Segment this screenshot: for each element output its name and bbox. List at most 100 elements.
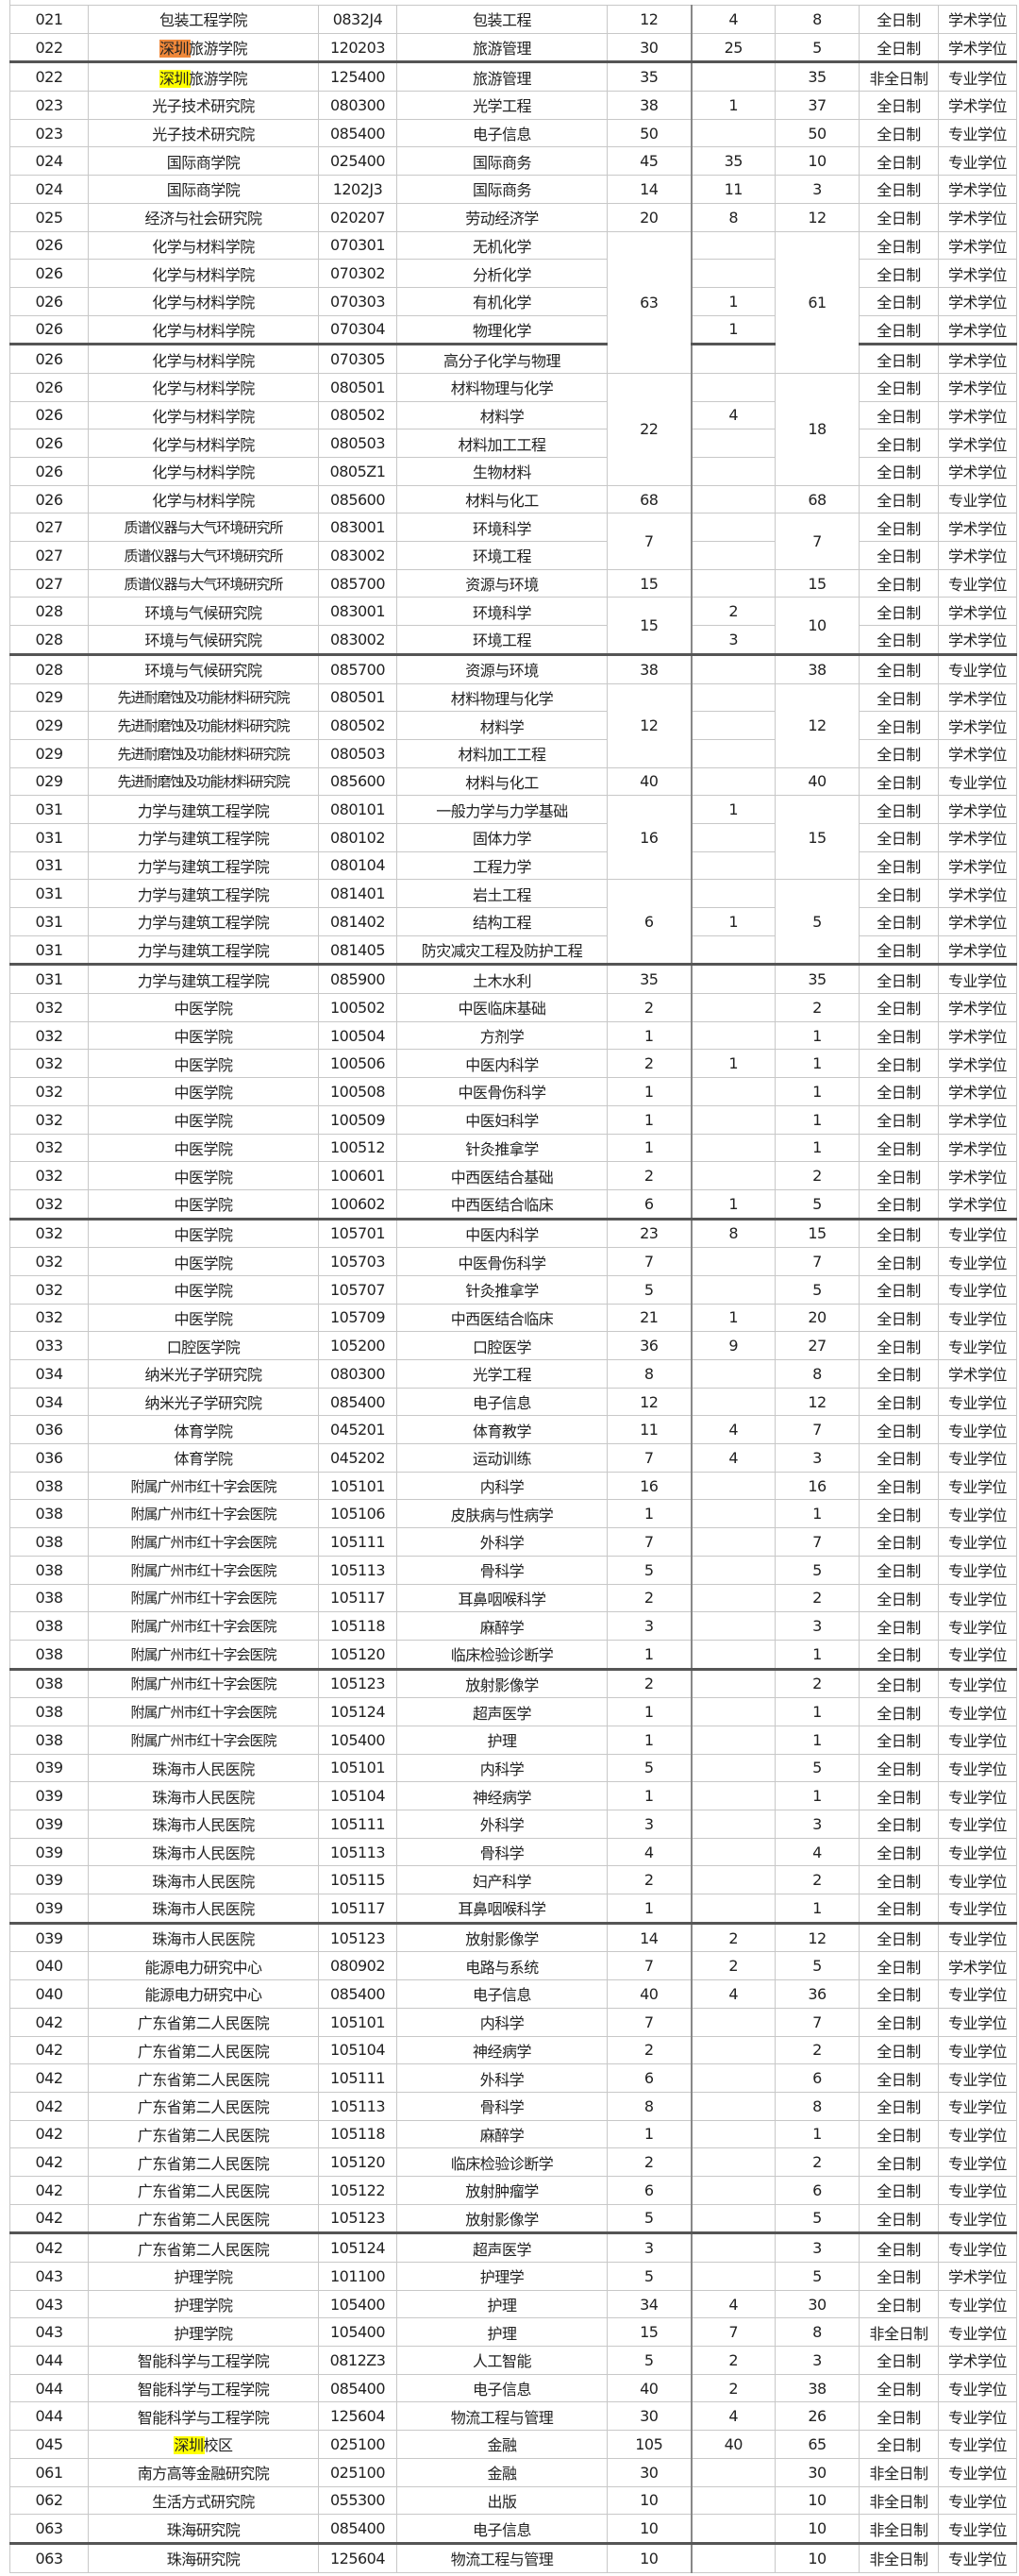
exempt-quota-cell: 40	[691, 2430, 776, 2459]
major-code-cell: 105115	[318, 1865, 397, 1895]
degree-type-cell: 专业学位	[938, 1583, 1017, 1613]
school-code-cell: 038	[9, 1697, 89, 1726]
table-row: 026 化学与材料学院 080502 材料学 4 全日制 学术学位	[9, 400, 1017, 430]
school-name-text: 纳米光子学研究院	[144, 1394, 262, 1413]
exempt-quota-cell	[691, 541, 776, 570]
exam-quota-cell: 2	[775, 1865, 860, 1895]
total-quota-cell: 1	[607, 1133, 693, 1163]
school-name-cell: 深圳旅游学院	[88, 32, 319, 64]
school-name-text: 生活方式研究院	[152, 2492, 255, 2511]
table-row: 031 力学与建筑工程学院 081401 岩土工程 6 5 全日制 学术学位	[9, 879, 1017, 967]
study-mode-cell: 全日制	[859, 91, 939, 120]
school-code-cell: 026	[9, 457, 89, 486]
major-name-cell: 材料与化工	[396, 484, 608, 514]
school-code-cell: 038	[9, 1583, 89, 1613]
exempt-quota-cell	[691, 1583, 776, 1613]
exempt-quota-cell	[691, 850, 776, 881]
school-code-cell: 026	[9, 400, 89, 430]
degree-type-cell: 专业学位	[938, 1274, 1017, 1305]
study-mode-cell: 非全日制	[859, 2514, 939, 2545]
major-name-cell: 中西医结合临床	[396, 1188, 608, 1221]
total-quota-cell: 5	[607, 2203, 693, 2235]
study-mode-cell: 全日制	[859, 993, 939, 1022]
school-name-cell: 中医学院	[88, 993, 319, 1022]
school-name-cell: 广东省第二人民医院	[88, 2232, 319, 2263]
school-code-cell: 026	[9, 429, 89, 458]
degree-type-cell: 学术学位	[938, 1020, 1017, 1051]
major-name-cell: 耳鼻咽喉科学	[396, 1894, 608, 1925]
school-code-cell: 032	[9, 1161, 89, 1190]
school-name-cell: 附属广州市红十字会医院	[88, 1611, 319, 1641]
school-name-text: 珠海研究院	[166, 2520, 241, 2539]
exempt-quota-cell	[691, 1639, 776, 1671]
study-mode-cell: 全日制	[859, 1810, 939, 1839]
school-name-cell: 中医学院	[88, 1077, 319, 1106]
exempt-quota-cell: 2	[691, 2346, 776, 2375]
table-row: 032 中医学院 100504 方剂学 1 1 全日制 学术学位	[9, 1020, 1017, 1051]
major-name-cell: 麻醉学	[396, 1611, 608, 1641]
school-name-cell: 智能科学与工程学院	[88, 2401, 319, 2432]
major-code-cell: 070303	[318, 286, 397, 316]
degree-type-cell: 专业学位	[938, 1218, 1017, 1249]
exempt-quota-cell	[691, 568, 776, 598]
school-name-text: 智能科学与工程学院	[137, 2408, 270, 2427]
study-mode-cell: 非全日制	[859, 2542, 939, 2573]
exempt-quota-cell	[691, 1104, 776, 1135]
degree-type-cell: 专业学位	[938, 1443, 1017, 1473]
table-row: 022 深圳旅游学院 125400 旅游管理 35 35 非全日制 专业学位	[9, 61, 1017, 93]
school-name-cell: 中医学院	[88, 1303, 319, 1333]
school-code-cell: 033	[9, 1331, 89, 1360]
study-mode-cell: 全日制	[859, 2147, 939, 2177]
school-code-cell: 034	[9, 1359, 89, 1389]
table-row: 039 珠海市人民医院 105115 妇产科学 2 2 全日制 专业学位	[9, 1865, 1017, 1895]
school-name-cell: 化学与材料学院	[88, 400, 319, 430]
exam-quota-cell: 5	[775, 1555, 860, 1585]
major-name-cell: 包装工程	[396, 5, 608, 34]
degree-type-cell: 专业学位	[938, 2430, 1017, 2459]
school-code-cell: 043	[9, 2289, 89, 2319]
major-name-cell: 电子信息	[396, 2514, 608, 2545]
exempt-quota-cell	[691, 822, 776, 852]
total-quota-cell: 4	[607, 1837, 693, 1867]
exempt-quota-cell	[691, 682, 776, 713]
study-mode-cell: 全日制	[859, 429, 939, 458]
exam-quota-cell: 6	[775, 2175, 860, 2205]
school-code-cell: 029	[9, 711, 89, 740]
school-name-cell: 化学与材料学院	[88, 484, 319, 514]
school-name-text: 先进耐磨蚀及功能材料研究院	[117, 773, 290, 791]
study-mode-cell: 全日制	[859, 400, 939, 430]
school-name-cell: 能源电力研究中心	[88, 1951, 319, 1981]
study-mode-cell: 全日制	[859, 314, 939, 346]
school-name-cell: 环境与气候研究院	[88, 597, 319, 627]
total-quota-cell: 68	[607, 484, 693, 514]
exempt-quota-cell: 2	[691, 597, 776, 627]
school-code-cell: 027	[9, 541, 89, 570]
degree-type-cell: 学术学位	[938, 597, 1017, 627]
school-name-text: 化学与材料学院	[152, 321, 255, 340]
school-name-cell: 珠海研究院	[88, 2542, 319, 2573]
exam-quota-cell: 3	[775, 1810, 860, 1839]
major-code-cell: 0812Z3	[318, 2346, 397, 2375]
total-quota-cell: 21	[607, 1303, 693, 1333]
school-code-cell: 029	[9, 682, 89, 713]
exam-quota-cell: 8	[775, 2317, 860, 2348]
school-name-cell: 附属广州市红十字会医院	[88, 1639, 319, 1671]
study-mode-cell: 全日制	[859, 1161, 939, 1190]
school-code-cell: 023	[9, 118, 89, 148]
table-row: 034 纳米光子学研究院 085400 电子信息 12 12 全日制 专业学位	[9, 1387, 1017, 1417]
table-row: 032 中医学院 105701 中医内科学 23 8 15 全日制 专业学位	[9, 1218, 1017, 1249]
major-name-cell: 中医骨伤科学	[396, 1077, 608, 1106]
school-code-cell: 031	[9, 964, 89, 995]
total-quota-cell: 6	[607, 1188, 693, 1221]
degree-type-cell: 专业学位	[938, 1247, 1017, 1276]
table-row: 031 力学与建筑工程学院 081405 防灾减灾工程及防护工程 全日制 学术学位	[9, 934, 1017, 967]
degree-type-cell: 专业学位	[938, 1810, 1017, 1839]
exam-quota-cell: 1	[775, 1104, 860, 1135]
school-code-cell: 042	[9, 2091, 89, 2121]
school-name-text: 珠海市人民医院	[152, 1788, 255, 1807]
school-name-cell: 珠海研究院	[88, 2514, 319, 2545]
degree-type-cell: 专业学位	[938, 1697, 1017, 1726]
school-name-text: 化学与材料学院	[152, 379, 255, 398]
school-code-cell: 039	[9, 1837, 89, 1867]
degree-type-cell: 学术学位	[938, 314, 1017, 346]
